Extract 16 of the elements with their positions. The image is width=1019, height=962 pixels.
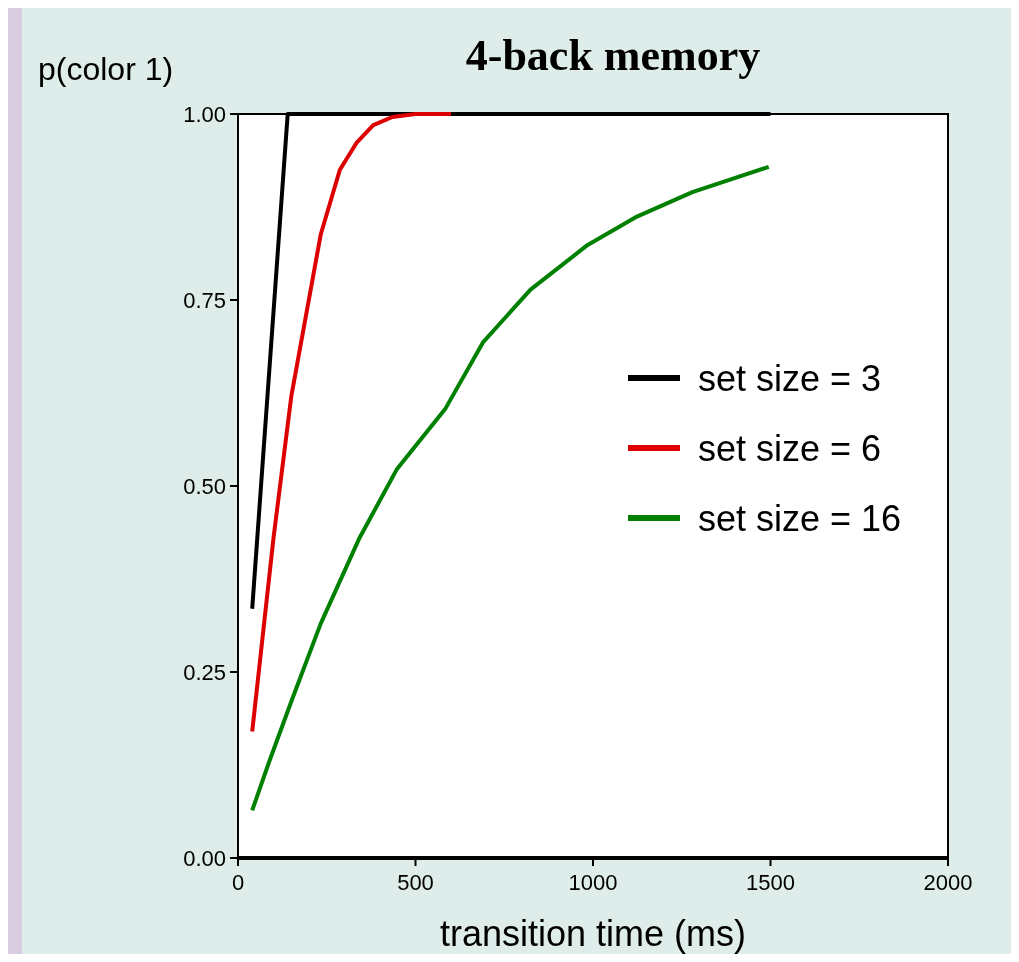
y-tick-label: 0.75 (183, 287, 226, 313)
y-axis-title: p(color 1) (38, 51, 174, 87)
x-tick-label: 500 (397, 870, 434, 895)
legend-label: set size = 6 (698, 427, 882, 469)
x-axis-title: transition time (ms) (439, 913, 747, 954)
y-tick-label: 0.50 (183, 473, 226, 499)
y-tick-label: 0.25 (183, 659, 226, 685)
legend-label: set size = 3 (698, 357, 882, 399)
legend-label: set size = 16 (698, 497, 902, 539)
x-tick-label: 0 (231, 870, 245, 895)
y-tick-label: 0.00 (183, 845, 226, 871)
x-tick-label: 2000 (923, 870, 973, 895)
x-tick-label: 1000 (568, 870, 618, 895)
chart-title: 4-back memory (465, 31, 761, 80)
y-tick-label: 1.00 (183, 101, 226, 127)
x-tick-label: 1500 (746, 870, 795, 895)
